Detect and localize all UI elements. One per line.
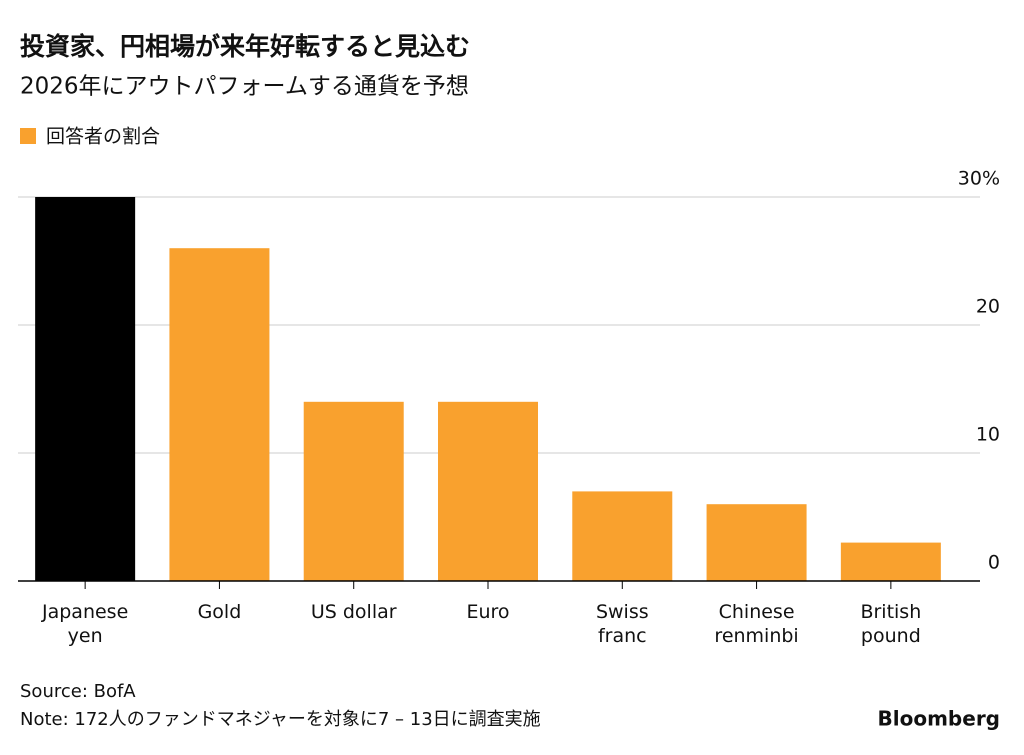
bar [706,504,807,581]
brand: Bloomberg [878,707,1000,731]
y-tick-label: 30% [958,168,1000,190]
note: Note: 172人のファンドマネジャーを対象に7 – 13日に調査実施 [20,709,541,730]
bar [35,197,136,581]
y-tick-label: 0 [988,552,1000,574]
x-tick-label: Swiss franc [596,601,649,647]
x-tick-label: British pound [860,601,921,647]
bar [840,542,941,581]
bar [438,401,538,581]
x-tick-label: Gold [198,601,242,623]
bar [303,401,404,581]
legend-swatch [20,128,36,144]
x-tick-label: Euro [466,601,509,623]
bar [169,248,270,581]
legend-label: 回答者の割合 [46,126,160,148]
x-tick-label: US dollar [311,601,397,623]
chart-title: 投資家、円相場が来年好転すると見込む [20,32,470,61]
x-tick-label: Japanese yen [41,601,128,647]
bar [572,491,673,581]
y-tick-label: 20 [976,296,1000,318]
x-tick-label: Chinese renminbi [714,601,798,647]
chart-subtitle: 2026年にアウトパフォームする通貨を予想 [20,74,469,100]
source: Source: BofA [20,681,136,702]
y-tick-label: 10 [976,424,1000,446]
